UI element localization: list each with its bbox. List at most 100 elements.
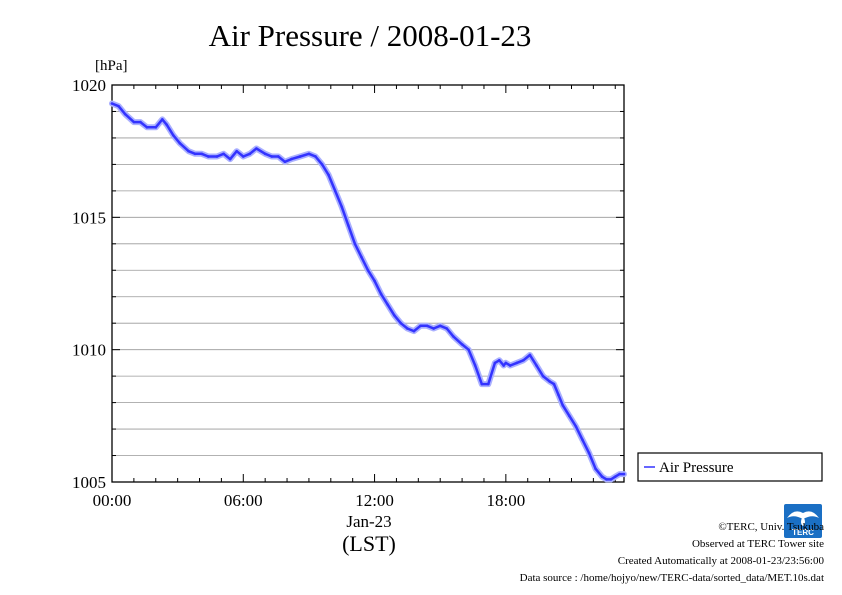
data-point <box>548 380 551 383</box>
data-point <box>399 321 403 325</box>
data-point <box>522 358 525 362</box>
y-tick-label: 1005 <box>72 473 106 492</box>
data-point <box>270 155 274 158</box>
data-point <box>406 327 409 330</box>
x-tick-label: 18:00 <box>486 491 525 510</box>
data-point <box>445 327 449 330</box>
gridlines <box>112 84 624 483</box>
data-point <box>502 364 505 367</box>
data-point <box>263 152 267 156</box>
data-point <box>314 155 317 158</box>
data-point <box>425 324 429 328</box>
footer-observed: Observed at TERC Tower site <box>691 538 824 550</box>
data-point <box>432 327 435 330</box>
chart-title: Air Pressure / 2008-01-23 <box>209 18 532 53</box>
series-line <box>110 102 626 481</box>
data-point <box>298 155 302 158</box>
data-point <box>515 361 519 365</box>
data-point <box>353 242 357 246</box>
data-point <box>504 361 508 365</box>
data-point <box>255 147 258 150</box>
data-point <box>386 303 389 306</box>
x-tick-label: 06:00 <box>224 491 263 510</box>
data-point <box>574 425 578 428</box>
data-point <box>493 361 497 365</box>
footer-copyright: ©TERC, Univ. Tsukuba <box>718 521 824 533</box>
plot-frame <box>111 84 625 483</box>
legend-label: Air Pressure <box>659 460 734 476</box>
data-point <box>161 118 164 121</box>
data-point <box>528 353 532 357</box>
data-point <box>438 324 442 328</box>
series-layer <box>109 100 627 483</box>
data-point <box>215 155 219 158</box>
data-point <box>333 189 337 193</box>
legend-box <box>637 452 823 482</box>
data-point <box>480 382 484 386</box>
y-axis-unit-label: [hPa] <box>95 58 128 74</box>
data-point <box>307 152 311 156</box>
data-point <box>145 126 149 129</box>
data-point <box>535 364 538 367</box>
data-point <box>165 123 169 126</box>
data-point <box>460 343 464 346</box>
data-point <box>276 155 280 158</box>
data-point <box>283 160 287 164</box>
y-tick-label: 1010 <box>72 341 106 360</box>
data-point <box>132 120 136 124</box>
data-point <box>200 152 204 156</box>
data-point <box>187 149 190 153</box>
data-point <box>235 149 239 153</box>
footer-created: Created Automatically at 2008-01-23/23:5… <box>617 555 824 567</box>
data-point <box>452 335 455 338</box>
legend: Air Pressure <box>637 452 823 482</box>
data-point <box>110 102 114 105</box>
data-point <box>392 313 396 317</box>
data-point <box>290 157 293 161</box>
data-point <box>609 478 613 481</box>
data-point <box>340 205 344 209</box>
data-point <box>473 364 477 367</box>
footer-source: Data source : /home/hojyo/new/TERC-data/… <box>519 572 824 584</box>
x-tick-label: 12:00 <box>355 491 394 510</box>
data-point <box>206 155 210 158</box>
data-point <box>373 279 376 283</box>
data-point <box>117 104 120 108</box>
x-axis-timezone-label: (LST) <box>342 531 396 556</box>
x-axis: 00:00 06:00 12:00 18:00 <box>93 85 616 510</box>
data-point <box>360 255 363 259</box>
data-point <box>366 268 370 272</box>
data-point <box>613 475 617 479</box>
data-point <box>379 292 383 296</box>
data-point <box>487 382 490 386</box>
data-point <box>139 120 142 124</box>
logo-text: TERC <box>792 528 814 537</box>
data-point <box>587 451 591 455</box>
series-line-halo <box>109 100 627 483</box>
data-point <box>154 126 158 129</box>
data-point <box>193 152 197 156</box>
data-point <box>327 173 330 177</box>
x-axis-date-label: Jan-23 <box>346 512 391 531</box>
data-point <box>618 472 621 476</box>
data-point <box>320 163 324 166</box>
data-point <box>557 393 560 396</box>
data-point <box>178 141 182 145</box>
terc-logo: TERC <box>784 504 822 538</box>
data-point <box>581 438 584 441</box>
data-point <box>222 152 225 156</box>
data-point <box>600 475 604 479</box>
data-point <box>347 223 350 227</box>
data-point <box>228 157 232 161</box>
data-point <box>561 403 565 407</box>
y-tick-label: 1015 <box>72 208 106 227</box>
data-point <box>412 329 416 333</box>
y-axis: 1020 1015 1010 1005 <box>72 76 624 492</box>
data-point <box>567 414 571 418</box>
data-point <box>171 133 175 137</box>
data-point <box>123 112 127 116</box>
data-point <box>419 324 422 328</box>
data-point <box>241 155 245 158</box>
data-point <box>508 364 512 367</box>
